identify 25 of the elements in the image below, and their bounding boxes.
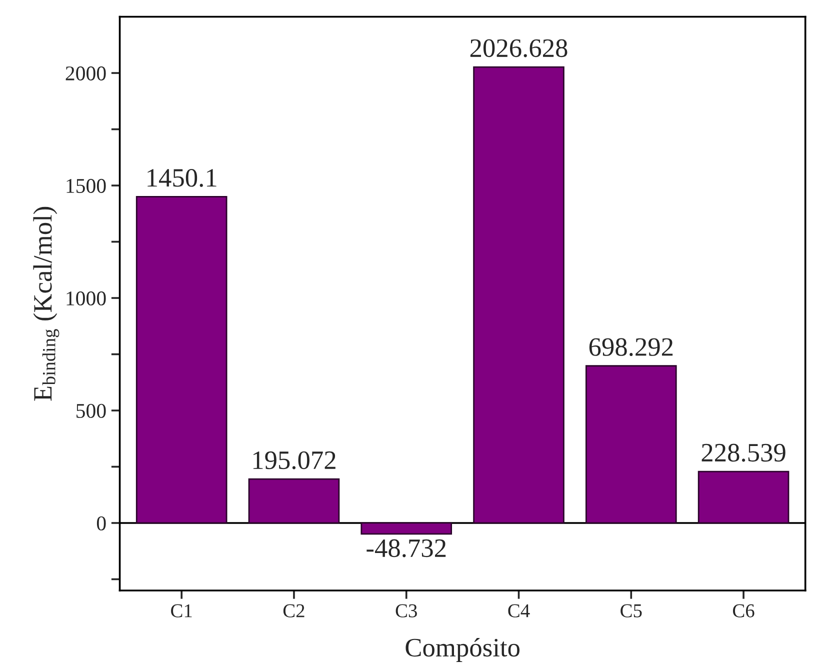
data-label: 2026.628: [470, 39, 568, 58]
y-tick-label: 1000: [66, 291, 106, 306]
x-tick-label: C6: [732, 604, 754, 618]
data-label: 1450.1: [148, 168, 216, 187]
y-axis-title: E$_{binding}$ (Kcal/mol): [33, 206, 60, 401]
data-label: 195.072: [253, 451, 336, 470]
bar: [698, 470, 790, 524]
data-label: 228.539: [702, 444, 786, 462]
x-tick-label: C3: [396, 604, 417, 618]
x-tick-label: C5: [620, 604, 642, 618]
y-tick-label: 1500: [66, 178, 106, 193]
bar: [360, 522, 452, 535]
bar: [136, 196, 228, 524]
y-tick-label: 500: [76, 404, 106, 418]
x-tick-label: C1: [171, 604, 192, 618]
bar: [473, 66, 564, 524]
x-axis-title: Compósito: [406, 638, 520, 662]
x-tick-label: C2: [283, 604, 304, 618]
bar: [248, 478, 340, 524]
bar: [585, 365, 677, 524]
y-tick-label: 0: [96, 516, 106, 530]
x-tick-label: C4: [508, 604, 530, 618]
data-label: -48.732: [366, 539, 446, 558]
y-tick-label: 2000: [66, 66, 106, 80]
data-label: 698.292: [589, 338, 673, 356]
